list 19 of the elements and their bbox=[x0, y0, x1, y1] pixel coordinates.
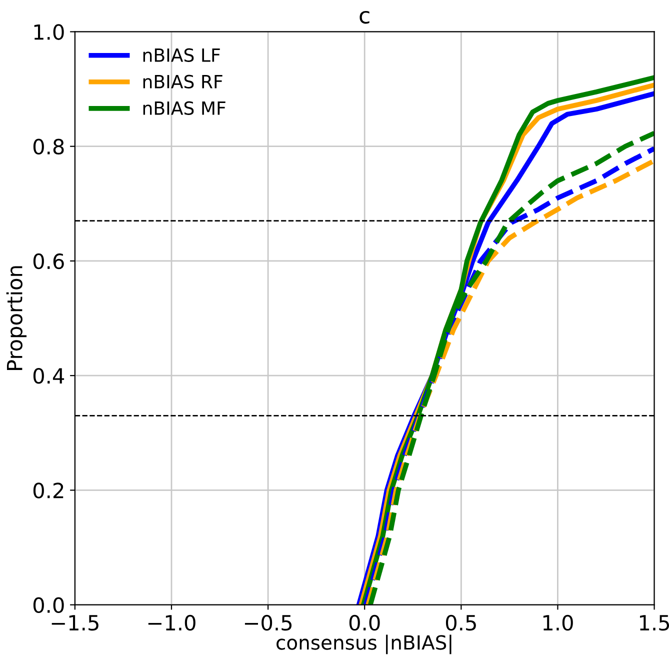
x-tick-label: −0.5 bbox=[244, 614, 292, 631]
y-tick-label: 0.8 bbox=[33, 138, 64, 155]
y-tick-label: 0.0 bbox=[33, 597, 64, 614]
legend-label: nBIAS MF bbox=[143, 101, 226, 115]
legend-label: nBIAS RF bbox=[143, 74, 222, 88]
x-tick-label: −1.0 bbox=[148, 614, 196, 631]
x-tick-label: 1.0 bbox=[543, 614, 573, 631]
x-tick-label: 0.5 bbox=[446, 614, 476, 631]
chart-title: c bbox=[360, 10, 370, 24]
x-axis-title: consensus |nBIAS| bbox=[276, 634, 452, 654]
y-tick-label: 0.6 bbox=[33, 253, 64, 270]
legend-label: nBIAS LF bbox=[143, 48, 220, 62]
y-tick-label: 0.2 bbox=[33, 482, 64, 498]
y-tick-label: 1.0 bbox=[34, 24, 64, 40]
y-axis-title: Proportion bbox=[6, 266, 27, 370]
x-tick-label: 0.0 bbox=[349, 614, 380, 631]
x-tick-label: −1.5 bbox=[52, 615, 98, 631]
y-tick-label: 0.4 bbox=[33, 368, 64, 384]
x-tick-label: 1.5 bbox=[640, 615, 669, 631]
